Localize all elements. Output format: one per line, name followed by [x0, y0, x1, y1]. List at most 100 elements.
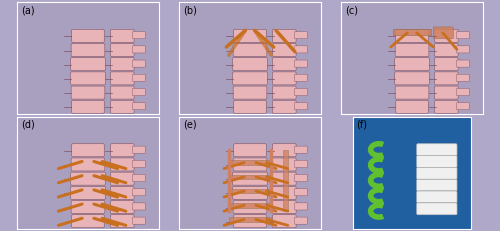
FancyBboxPatch shape [132, 74, 145, 81]
FancyBboxPatch shape [394, 58, 430, 71]
Text: (a): (a) [22, 6, 35, 15]
FancyBboxPatch shape [396, 100, 428, 113]
FancyBboxPatch shape [110, 186, 134, 199]
FancyBboxPatch shape [70, 186, 106, 199]
Bar [393, 29, 431, 35]
FancyBboxPatch shape [71, 201, 105, 213]
FancyBboxPatch shape [456, 60, 469, 67]
FancyBboxPatch shape [132, 88, 145, 96]
FancyBboxPatch shape [110, 172, 134, 185]
FancyBboxPatch shape [233, 158, 267, 171]
FancyBboxPatch shape [272, 72, 296, 85]
FancyBboxPatch shape [70, 72, 106, 85]
FancyBboxPatch shape [110, 43, 134, 57]
FancyBboxPatch shape [132, 174, 145, 182]
FancyBboxPatch shape [110, 201, 134, 213]
FancyBboxPatch shape [70, 58, 106, 71]
FancyBboxPatch shape [233, 86, 267, 99]
FancyBboxPatch shape [110, 86, 134, 99]
FancyBboxPatch shape [110, 72, 134, 85]
FancyBboxPatch shape [110, 144, 134, 157]
FancyBboxPatch shape [72, 144, 104, 157]
FancyBboxPatch shape [434, 27, 454, 39]
FancyBboxPatch shape [71, 43, 105, 57]
Text: (d): (d) [22, 120, 35, 130]
FancyBboxPatch shape [110, 58, 134, 71]
FancyBboxPatch shape [72, 100, 104, 113]
FancyBboxPatch shape [434, 58, 458, 71]
FancyBboxPatch shape [294, 189, 308, 196]
FancyBboxPatch shape [272, 215, 296, 228]
FancyBboxPatch shape [234, 29, 266, 42]
Text: (e): (e) [184, 120, 197, 130]
FancyBboxPatch shape [232, 186, 268, 199]
FancyBboxPatch shape [272, 58, 296, 71]
FancyBboxPatch shape [272, 43, 296, 57]
FancyBboxPatch shape [394, 72, 430, 85]
Text: (c): (c) [346, 6, 358, 15]
FancyBboxPatch shape [132, 189, 145, 196]
FancyBboxPatch shape [234, 144, 266, 157]
FancyBboxPatch shape [132, 46, 145, 53]
Bar [228, 189, 272, 193]
FancyBboxPatch shape [294, 146, 308, 153]
FancyBboxPatch shape [294, 88, 308, 96]
FancyBboxPatch shape [272, 144, 296, 157]
FancyBboxPatch shape [294, 103, 308, 110]
FancyBboxPatch shape [272, 186, 296, 199]
FancyBboxPatch shape [294, 160, 308, 167]
FancyBboxPatch shape [272, 172, 296, 185]
FancyBboxPatch shape [294, 74, 308, 81]
FancyBboxPatch shape [232, 72, 268, 85]
FancyBboxPatch shape [272, 29, 296, 42]
FancyBboxPatch shape [434, 72, 458, 85]
FancyBboxPatch shape [417, 191, 457, 203]
FancyBboxPatch shape [456, 103, 469, 110]
Bar [228, 203, 272, 208]
FancyBboxPatch shape [132, 146, 145, 153]
FancyBboxPatch shape [456, 46, 469, 53]
FancyBboxPatch shape [294, 60, 308, 67]
FancyBboxPatch shape [132, 160, 145, 167]
FancyBboxPatch shape [417, 203, 457, 215]
FancyBboxPatch shape [72, 29, 104, 42]
FancyBboxPatch shape [110, 100, 134, 113]
FancyBboxPatch shape [456, 88, 469, 96]
FancyBboxPatch shape [417, 155, 457, 167]
FancyBboxPatch shape [272, 158, 296, 171]
FancyBboxPatch shape [71, 86, 105, 99]
FancyBboxPatch shape [417, 179, 457, 191]
FancyBboxPatch shape [132, 203, 145, 210]
FancyBboxPatch shape [272, 100, 296, 113]
FancyBboxPatch shape [234, 100, 266, 113]
FancyBboxPatch shape [272, 86, 296, 99]
FancyBboxPatch shape [72, 215, 104, 228]
FancyBboxPatch shape [396, 29, 428, 42]
FancyBboxPatch shape [294, 217, 308, 224]
Bar [228, 160, 272, 165]
FancyBboxPatch shape [110, 29, 134, 42]
Text: (b): (b) [184, 6, 197, 15]
FancyBboxPatch shape [417, 144, 457, 155]
FancyBboxPatch shape [456, 32, 469, 39]
FancyBboxPatch shape [232, 58, 268, 71]
FancyBboxPatch shape [70, 172, 106, 185]
FancyBboxPatch shape [434, 100, 458, 113]
FancyBboxPatch shape [272, 201, 296, 213]
FancyBboxPatch shape [395, 43, 429, 57]
FancyBboxPatch shape [417, 167, 457, 179]
FancyBboxPatch shape [232, 172, 268, 185]
FancyBboxPatch shape [434, 86, 458, 99]
FancyBboxPatch shape [71, 158, 105, 171]
FancyBboxPatch shape [294, 174, 308, 182]
FancyBboxPatch shape [294, 32, 308, 39]
FancyBboxPatch shape [132, 217, 145, 224]
FancyBboxPatch shape [434, 29, 458, 42]
FancyBboxPatch shape [233, 201, 267, 213]
FancyBboxPatch shape [132, 60, 145, 67]
FancyBboxPatch shape [132, 103, 145, 110]
Bar [283, 150, 288, 211]
FancyBboxPatch shape [234, 215, 266, 228]
Bar [228, 217, 272, 222]
FancyBboxPatch shape [132, 32, 145, 39]
